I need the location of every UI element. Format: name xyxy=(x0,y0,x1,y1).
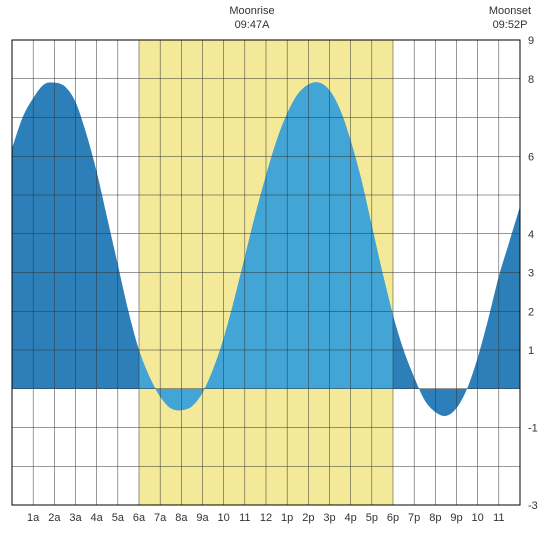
x-tick-label: 7a xyxy=(154,512,167,524)
y-tick-label: -1 xyxy=(528,423,538,435)
x-tick-label: 4a xyxy=(91,512,104,524)
x-tick-label: 3p xyxy=(323,512,335,524)
x-tick-label: 8p xyxy=(429,512,441,524)
x-tick-label: 5a xyxy=(112,512,125,524)
tide-chart: 1a2a3a4a5a6a7a8a9a1011121p2p3p4p5p6p7p8p… xyxy=(0,0,550,550)
y-tick-label: 6 xyxy=(528,151,534,163)
x-tick-label: 4p xyxy=(345,512,357,524)
x-tick-label: 6p xyxy=(387,512,399,524)
y-tick-label: 4 xyxy=(528,229,534,241)
x-tick-label: 10 xyxy=(472,512,484,524)
moonset-label: Moonset xyxy=(489,5,531,17)
x-tick-label: 9a xyxy=(196,512,209,524)
y-tick-label: 3 xyxy=(528,268,534,280)
y-tick-label: -3 xyxy=(528,500,538,512)
moonrise-time: 09:47A xyxy=(235,19,271,31)
x-tick-label: 5p xyxy=(366,512,378,524)
x-tick-label: 11 xyxy=(239,512,250,524)
y-tick-label: 1 xyxy=(528,345,534,357)
x-tick-label: 6a xyxy=(133,512,146,524)
x-tick-label: 12 xyxy=(260,512,272,524)
y-tick-label: 9 xyxy=(528,35,534,47)
chart-svg: 1a2a3a4a5a6a7a8a9a1011121p2p3p4p5p6p7p8p… xyxy=(0,0,550,550)
y-tick-label: 8 xyxy=(528,74,534,86)
x-tick-label: 9p xyxy=(450,512,462,524)
moonrise-label: Moonrise xyxy=(229,5,274,17)
x-tick-label: 1a xyxy=(27,512,40,524)
x-tick-label: 7p xyxy=(408,512,420,524)
x-tick-label: 1p xyxy=(281,512,293,524)
y-tick-label: 2 xyxy=(528,306,534,318)
x-tick-label: 2a xyxy=(48,512,61,524)
x-tick-label: 10 xyxy=(218,512,230,524)
x-tick-label: 8a xyxy=(175,512,188,524)
moonset-time: 09:52P xyxy=(493,19,528,31)
x-tick-label: 11 xyxy=(493,512,504,524)
x-tick-label: 3a xyxy=(69,512,82,524)
x-tick-label: 2p xyxy=(302,512,314,524)
